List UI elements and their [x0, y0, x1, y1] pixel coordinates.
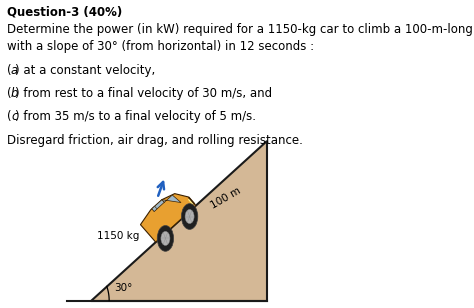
Text: c: c [11, 110, 18, 123]
Text: ) from 35 m/s to a final velocity of 5 m/s.: ) from 35 m/s to a final velocity of 5 m… [15, 110, 256, 123]
Text: 100 m: 100 m [209, 185, 242, 210]
Text: (: ( [7, 64, 11, 77]
Text: with a slope of 30° (from horizontal) in 12 seconds :: with a slope of 30° (from horizontal) in… [7, 39, 314, 53]
Text: 1150 kg: 1150 kg [97, 231, 139, 241]
Text: (: ( [7, 87, 11, 100]
Ellipse shape [157, 225, 173, 251]
Polygon shape [91, 141, 267, 301]
Text: a: a [11, 64, 18, 77]
Text: 30°: 30° [115, 283, 133, 293]
Polygon shape [140, 194, 196, 242]
Ellipse shape [185, 209, 194, 224]
Text: (: ( [7, 110, 11, 123]
Polygon shape [152, 195, 181, 212]
Text: ) from rest to a final velocity of 30 m/s, and: ) from rest to a final velocity of 30 m/… [15, 87, 272, 100]
Polygon shape [152, 206, 157, 212]
Text: Question-3 (40%): Question-3 (40%) [7, 6, 122, 19]
Text: ) at a constant velocity,: ) at a constant velocity, [15, 64, 155, 77]
Text: Disregard friction, air drag, and rolling resistance.: Disregard friction, air drag, and rollin… [7, 134, 303, 147]
Ellipse shape [161, 231, 170, 245]
Ellipse shape [182, 204, 198, 229]
Text: Determine the power (in kW) required for a 1150-kg car to climb a 100-m-long uph: Determine the power (in kW) required for… [7, 23, 474, 36]
Text: b: b [11, 87, 18, 100]
